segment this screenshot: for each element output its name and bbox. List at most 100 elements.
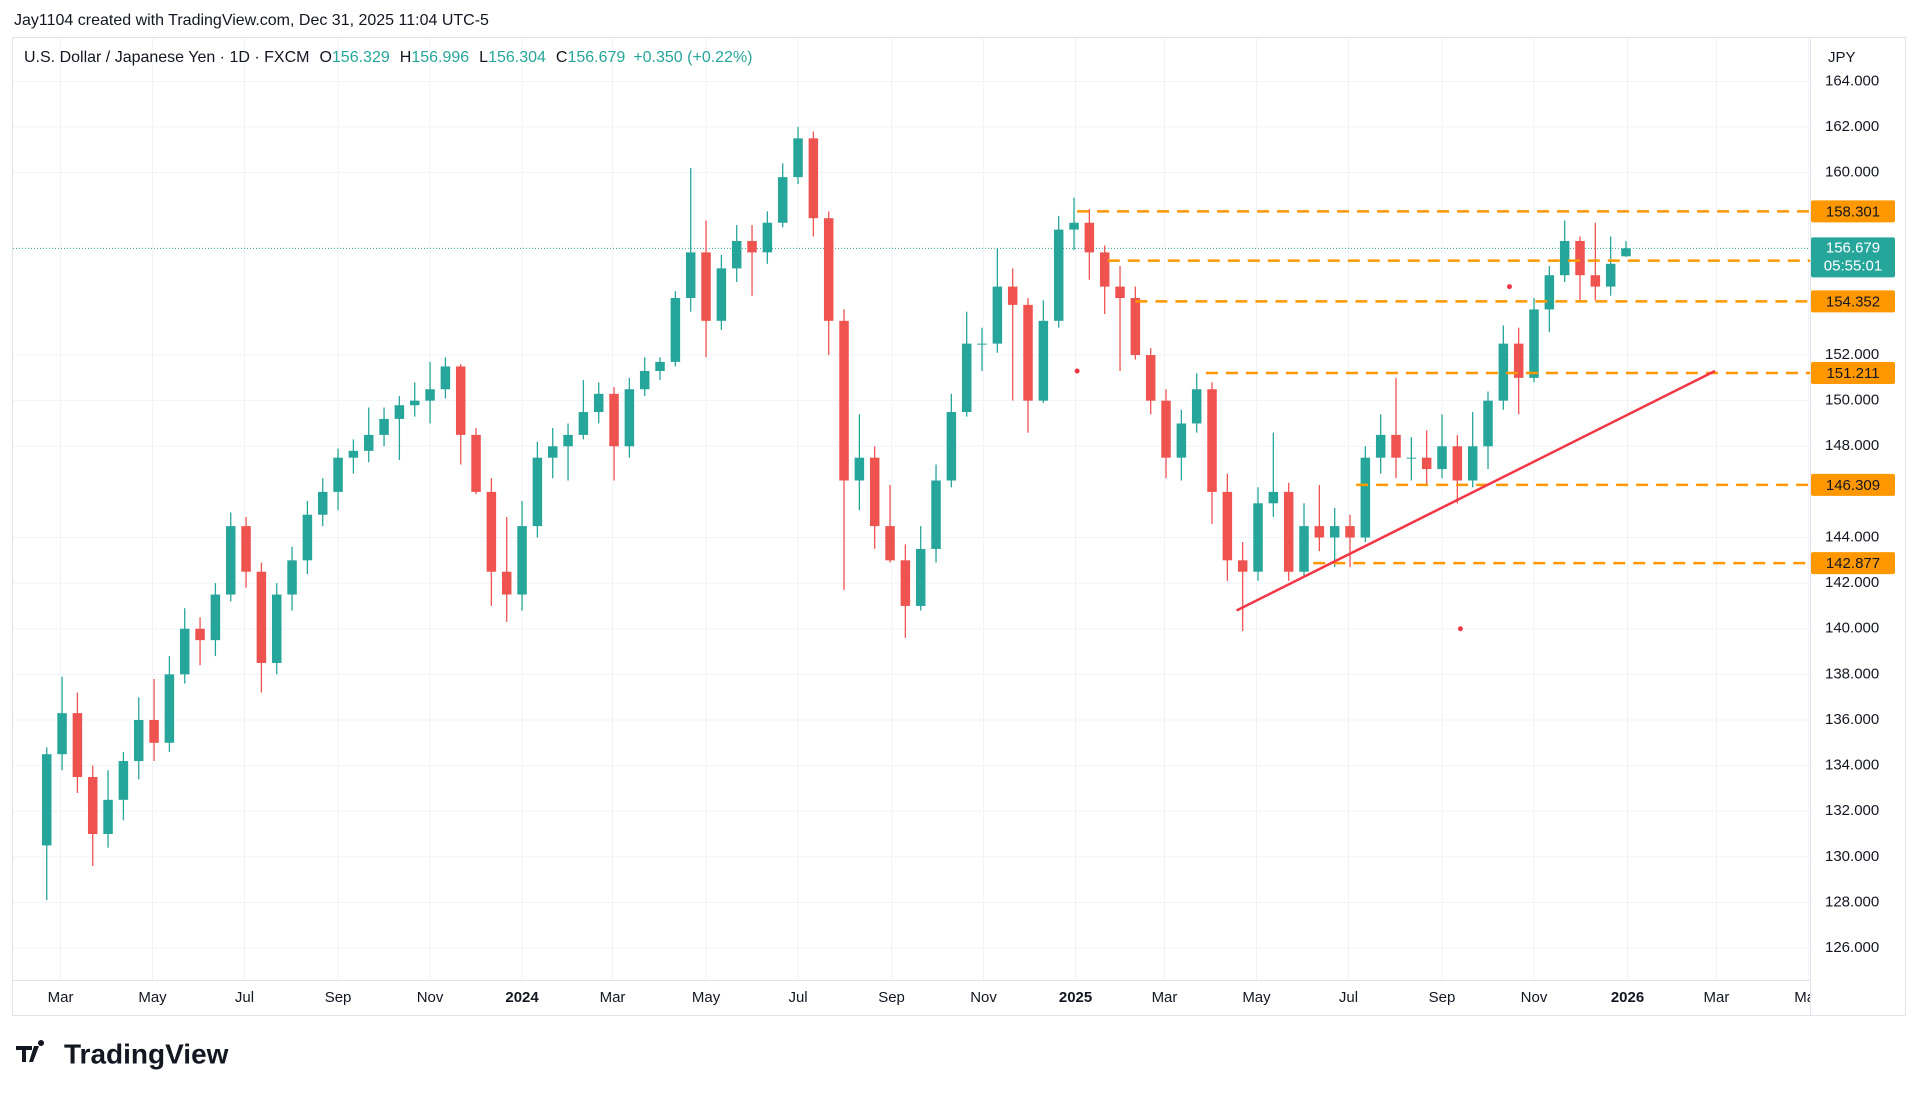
logo-icon xyxy=(16,1040,45,1062)
candle-body xyxy=(486,491,497,572)
candle-body xyxy=(409,400,420,406)
candle-body xyxy=(1391,434,1401,458)
candle-body xyxy=(639,371,650,390)
candle-body xyxy=(1130,298,1141,356)
level-price-box xyxy=(1811,552,1895,575)
last-price-box xyxy=(1811,237,1895,278)
ohlc-key: H xyxy=(400,49,412,66)
candle-body xyxy=(317,491,328,515)
y-tick-label: 128.000 xyxy=(1825,893,1879,910)
candle-body xyxy=(471,434,481,492)
candle-body xyxy=(931,480,941,549)
candle-body xyxy=(241,526,251,572)
candle-body xyxy=(1115,286,1125,299)
legend-line: U.S. Dollar / Japanese Yen · 1D · FXCM O1… xyxy=(24,49,753,66)
candle-body xyxy=(1529,309,1539,378)
candle-body xyxy=(992,286,1003,344)
candle-body xyxy=(394,405,405,419)
y-tick-label: 160.000 xyxy=(1825,164,1879,181)
candle-body xyxy=(793,138,803,178)
level-price-label: 146.309 xyxy=(1826,477,1880,494)
candle-body xyxy=(1513,343,1524,378)
candle-body xyxy=(701,252,711,321)
candle-body xyxy=(1222,491,1233,561)
ohlc-value: 156.679 xyxy=(567,49,625,66)
candle-body xyxy=(333,457,343,492)
x-tick-label: Mar xyxy=(1704,989,1730,1006)
candle-body xyxy=(271,594,282,663)
countdown-label: 05:55:01 xyxy=(1824,257,1882,274)
x-tick-label: May xyxy=(1794,989,1823,1006)
candle-body xyxy=(1360,457,1371,538)
candle-body xyxy=(885,526,895,561)
candle-body xyxy=(425,389,435,401)
candle-body xyxy=(977,343,987,345)
candle-body xyxy=(563,434,573,447)
change-label: +0.350 (+0.22%) xyxy=(633,49,752,66)
candle-body xyxy=(87,777,98,835)
x-tick-label: Mar xyxy=(600,989,626,1006)
x-tick-label: Sep xyxy=(325,989,352,1006)
x-tick-label: 2024 xyxy=(505,989,539,1006)
x-tick-label: May xyxy=(1242,989,1271,1006)
candle-body xyxy=(593,393,604,413)
candle-body xyxy=(1023,304,1033,401)
candle-body xyxy=(57,713,67,755)
candle-body xyxy=(578,412,589,435)
candle-body xyxy=(1069,222,1079,230)
candle-body xyxy=(854,457,865,481)
y-tick-label: 150.000 xyxy=(1825,392,1879,409)
candle-body xyxy=(1176,423,1187,458)
x-tick-label: Jul xyxy=(788,989,807,1006)
candle-body xyxy=(1314,526,1325,538)
candle-body xyxy=(1437,446,1447,470)
x-tick-label: 2026 xyxy=(1611,989,1644,1006)
candle-body xyxy=(1559,240,1570,276)
x-tick-label: Mar xyxy=(1152,989,1178,1006)
candle-body xyxy=(1191,389,1202,424)
candle-body xyxy=(1375,434,1386,458)
candle-body xyxy=(869,457,880,527)
y-tick-label: 152.000 xyxy=(1825,346,1879,363)
candle-body xyxy=(1007,286,1018,305)
candle-body xyxy=(655,361,665,372)
level-price-label: 151.211 xyxy=(1826,365,1879,382)
candle-body xyxy=(716,268,727,321)
candle-body xyxy=(1621,248,1631,257)
candle-body xyxy=(823,218,834,321)
candle-body xyxy=(41,754,52,846)
candle-body xyxy=(1329,526,1340,538)
x-tick-label: Mar xyxy=(48,989,74,1006)
candle-body xyxy=(547,446,558,458)
candle-body xyxy=(1406,457,1417,459)
candle-body xyxy=(1452,446,1463,481)
y-tick-label: 130.000 xyxy=(1825,848,1879,865)
chart-frame xyxy=(12,37,1906,1016)
candle-body xyxy=(747,240,757,253)
candle-body xyxy=(1084,222,1095,253)
x-tick-label: 2025 xyxy=(1059,989,1092,1006)
candle-body xyxy=(225,526,236,595)
candle-body xyxy=(624,389,635,447)
last-price-label: 156.679 xyxy=(1826,239,1880,256)
candle-body xyxy=(103,799,113,835)
level-price-box xyxy=(1811,362,1895,385)
marker-dot xyxy=(1457,626,1463,632)
candle-body xyxy=(1253,503,1263,572)
x-tick-label: May xyxy=(692,989,721,1006)
level-price-box xyxy=(1811,473,1895,496)
candle-body xyxy=(1421,457,1432,470)
candle-body xyxy=(363,434,374,451)
symbol-title: U.S. Dollar / Japanese Yen · 1D · FXCM xyxy=(24,49,309,66)
candle-body xyxy=(133,719,144,762)
candle-body xyxy=(1467,446,1478,481)
candle-body xyxy=(670,298,681,362)
level-price-label: 154.352 xyxy=(1826,293,1880,310)
header: U.S. Dollar / Japanese Yen · 1D · FXCM O1… xyxy=(24,49,753,66)
level-price-label: 158.301 xyxy=(1826,203,1880,220)
y-tick-label: 164.000 xyxy=(1825,72,1879,89)
ohlc-value: 156.304 xyxy=(488,49,546,66)
candle-body xyxy=(379,418,389,435)
x-tick-label: Sep xyxy=(878,989,905,1006)
candle-body xyxy=(1345,526,1355,538)
